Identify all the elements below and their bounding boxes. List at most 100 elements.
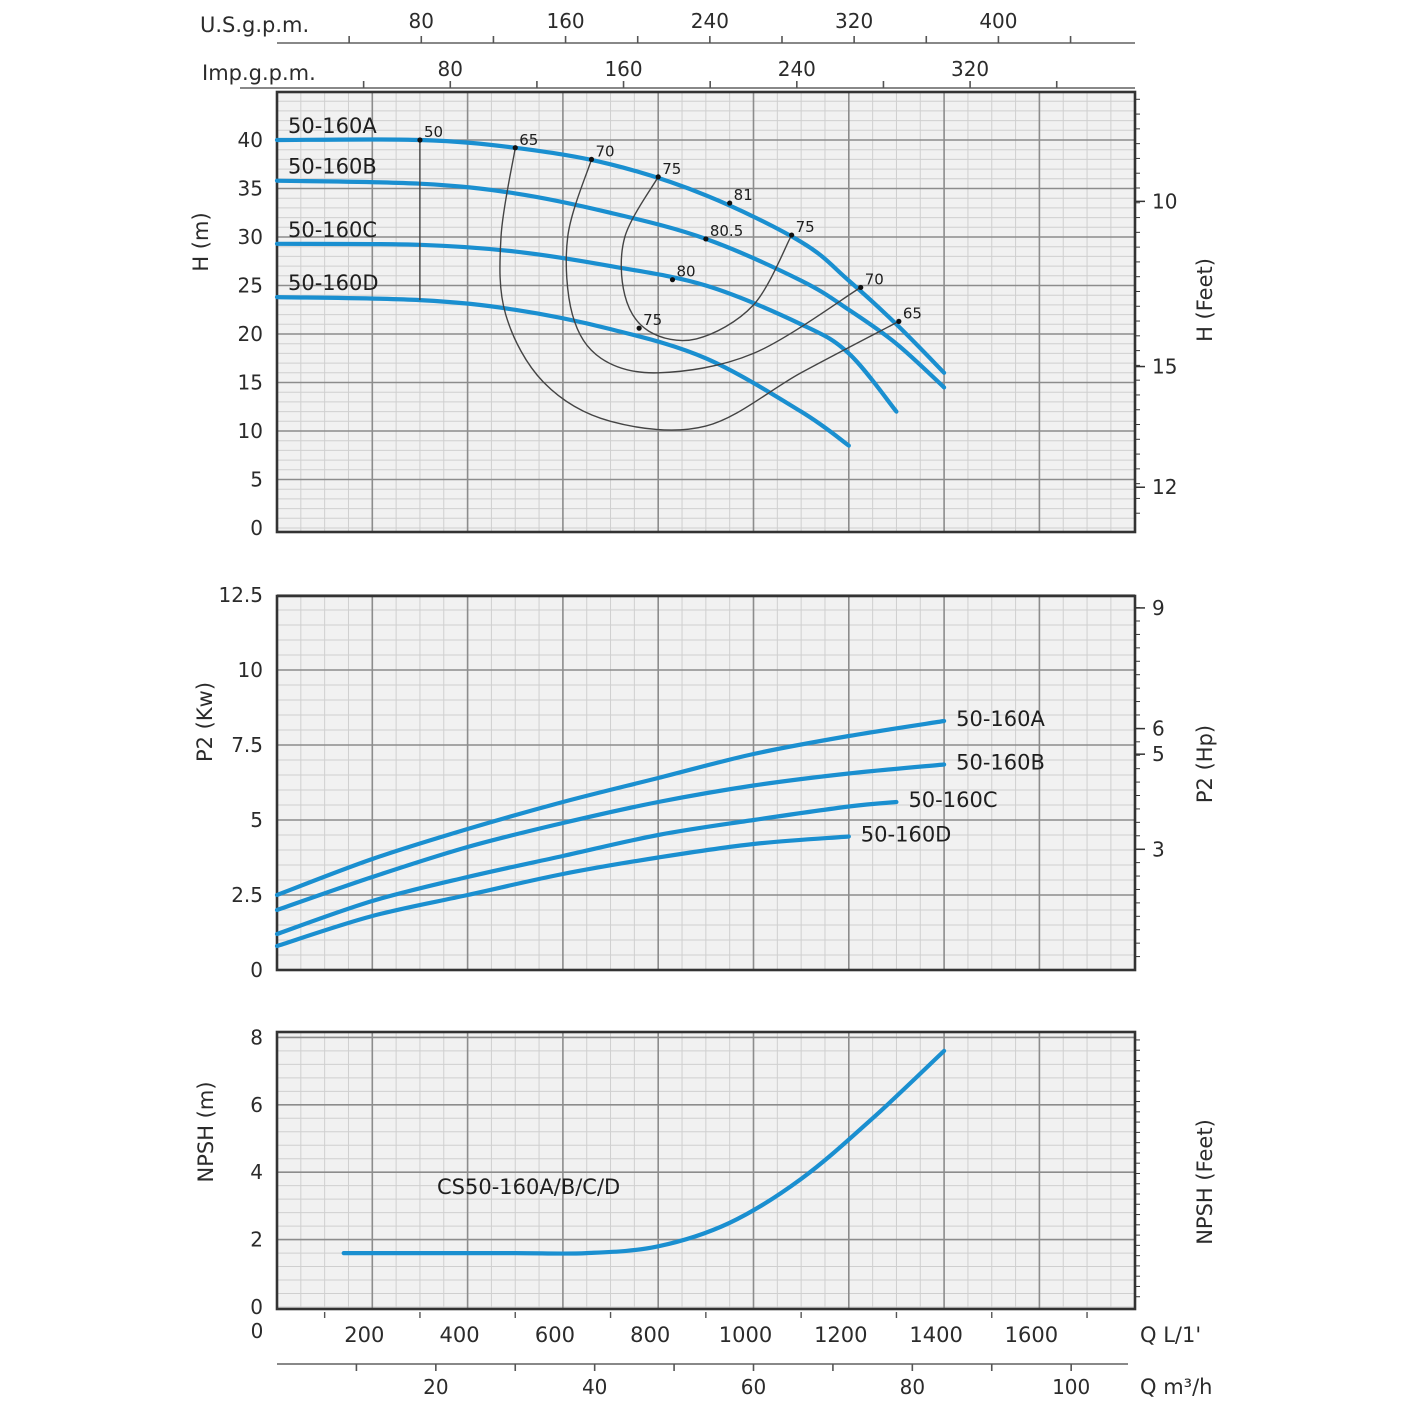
y-tick-label: 2 <box>250 1228 263 1252</box>
impgpm-tick-label: 240 <box>778 57 816 81</box>
top-axes: 80 160 240 320 400 U.S.g.p.m. 80 160 240 320 Imp.g… <box>200 9 1135 89</box>
efficiency-point <box>727 200 733 206</box>
series-line-50-160C <box>274 799 899 937</box>
efficiency-contour <box>620 176 793 342</box>
x-tick-label: 600 <box>535 1323 575 1347</box>
x-tick-label: 800 <box>630 1323 670 1347</box>
y2-tick-label: 9 <box>1152 596 1165 620</box>
x-tick-label: 1600 <box>1005 1323 1058 1347</box>
y2-tick-label: 5 <box>1152 742 1165 766</box>
usgpm-tick-label: 320 <box>835 9 873 33</box>
y-tick-label: 40 <box>238 128 263 152</box>
usgpm-axis-label: U.S.g.p.m. <box>200 13 309 37</box>
series-line-50-160B <box>274 178 947 390</box>
y-axis-label: H (m) <box>189 212 213 271</box>
x-tick-label: 400 <box>440 1323 480 1347</box>
y-axis-label: NPSH (m) <box>194 1081 218 1182</box>
series-line-50-160B <box>274 762 947 913</box>
usgpm-tick-label: 240 <box>691 9 729 33</box>
panel-2: 0 2.5 5 7.5 10 12.5 3 6 9 12 15 P2 (Kw) P2 (Hp) 50-16… <box>193 355 1217 982</box>
efficiency-label: 75 <box>662 160 681 178</box>
y-tick-label: 35 <box>238 177 263 201</box>
y-tick-label: 0 <box>250 1295 263 1319</box>
y-tick-label: 30 <box>238 225 263 249</box>
series-label: 50-160C <box>908 788 997 812</box>
efficiency-label: 50 <box>424 123 443 141</box>
series-line-50-160D <box>274 834 851 949</box>
series-label: 50-160B <box>288 155 377 179</box>
efficiency-contour <box>499 147 900 431</box>
series-line-CS50-160A/B/C/D <box>341 1048 947 1256</box>
usgpm-tick-label: 400 <box>979 9 1017 33</box>
m3h-tick-label: 80 <box>900 1375 925 1399</box>
y2-tick-label: 12 <box>1152 475 1177 499</box>
x-axis-label: Q L/1' <box>1140 1323 1201 1347</box>
y-tick-label: 8 <box>250 1025 263 1049</box>
y-tick-label: 7.5 <box>231 733 263 757</box>
y-tick-label: 2.5 <box>231 883 263 907</box>
efficiency-label: 75 <box>643 311 662 329</box>
efficiency-point <box>636 325 642 331</box>
series-label: CS50-160A/B/C/D <box>437 1175 620 1199</box>
usgpm-tick-label: 80 <box>409 9 434 33</box>
efficiency-contour <box>565 159 862 374</box>
efficiency-point <box>789 232 795 238</box>
panel-frame <box>275 90 1137 534</box>
series-line-50-160A <box>274 718 947 898</box>
efficiency-point <box>896 318 902 324</box>
efficiency-label: 75 <box>796 218 815 236</box>
efficiency-label: 70 <box>865 270 884 288</box>
efficiency-label: 65 <box>519 131 538 149</box>
y2-axis-label: H (Feet) <box>1193 258 1217 342</box>
series-label: 50-160A <box>956 707 1045 731</box>
y2-axis-label: NPSH (Feet) <box>1193 1119 1217 1245</box>
y-tick-label: 10 <box>238 419 263 443</box>
y2-tick-label: 15 <box>1152 355 1177 379</box>
efficiency-point <box>588 156 595 162</box>
m3h-tick-label: 20 <box>423 1375 448 1399</box>
series-label: 50-160A <box>288 114 377 138</box>
efficiency-label: 65 <box>903 304 922 322</box>
series-label: 50-160B <box>956 751 1045 775</box>
efficiency-point <box>858 284 864 291</box>
efficiency-label: 80.5 <box>710 222 743 240</box>
m3h-tick-label: 60 <box>741 1375 766 1399</box>
bottom-axes: 0 200 400 600 800 1000 1200 1400 1600 Q L/1' 20 40 6… <box>251 1312 1212 1399</box>
usgpm-tick-label: 160 <box>546 9 584 33</box>
series-label: 50-160D <box>861 823 952 847</box>
y-tick-label: 5 <box>250 808 263 832</box>
series-label: 50-160C <box>288 218 377 242</box>
impgpm-tick-label: 80 <box>438 57 463 81</box>
efficiency-label: 80 <box>676 263 695 281</box>
y-tick-label: 0 <box>250 958 263 982</box>
x-tick-label: 1400 <box>909 1323 962 1347</box>
efficiency-point <box>417 137 423 143</box>
y-tick-label: 20 <box>238 322 263 346</box>
y-tick-label: 25 <box>238 274 263 298</box>
y-tick-label: 4 <box>250 1160 263 1184</box>
series-label: 50-160D <box>288 271 379 295</box>
y-tick-label: 5 <box>250 468 263 492</box>
m3h-tick-label: 40 <box>582 1375 607 1399</box>
efficiency-point <box>669 277 676 283</box>
y2-tick-label: 10 <box>1152 189 1177 213</box>
efficiency-point <box>512 145 518 151</box>
impgpm-axis-label: Imp.g.p.m. <box>202 61 316 85</box>
impgpm-tick-label: 160 <box>604 57 642 81</box>
y-tick-label: 12.5 <box>218 583 263 607</box>
panel-frame <box>275 1030 1137 1311</box>
panel-frame <box>275 594 1137 972</box>
y2-axis-label: P2 (Hp) <box>1193 725 1217 803</box>
x-tick-label: 1200 <box>814 1323 867 1347</box>
m3h-tick-label: 100 <box>1052 1375 1090 1399</box>
x-tick-label-zero: 0 <box>251 1319 264 1343</box>
m3h-axis-label: Q m³/h <box>1140 1375 1212 1399</box>
panel-3: 0 2 4 6 8 5 10 15 20 NPSH (m) NPSH (Feet) CS50-160A… <box>194 189 1217 1319</box>
series-line-50-160A <box>274 137 947 375</box>
y-tick-label: 15 <box>238 371 263 395</box>
efficiency-point <box>703 236 709 242</box>
impgpm-tick-label: 320 <box>951 57 989 81</box>
efficiency-point <box>655 174 661 180</box>
efficiency-label: 70 <box>595 142 614 160</box>
